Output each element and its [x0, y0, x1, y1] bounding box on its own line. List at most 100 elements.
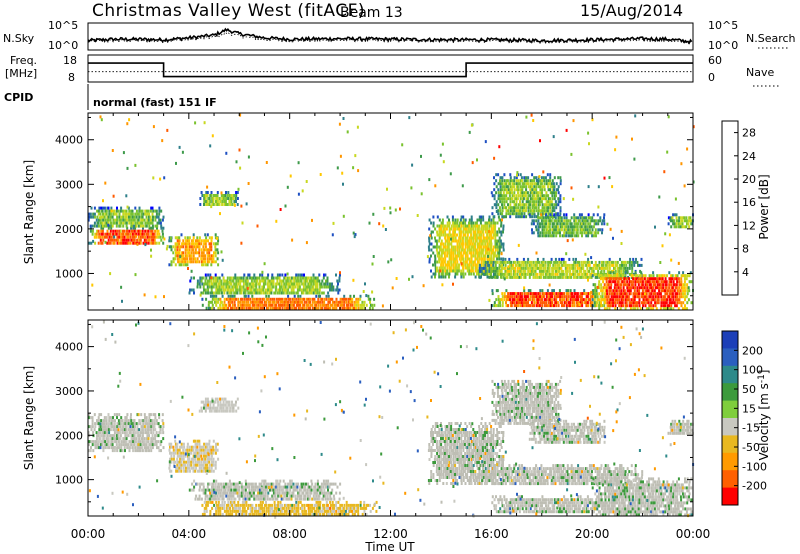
echo-cell	[151, 443, 154, 447]
echo-cell	[673, 219, 676, 223]
echo-cell	[595, 304, 598, 308]
echo-cell	[524, 275, 527, 279]
echo-cell	[630, 301, 633, 305]
echo-cell	[587, 213, 590, 217]
echo-cell	[498, 269, 501, 273]
echo-cell	[612, 277, 615, 281]
echo-cell	[103, 215, 106, 219]
echo-cell	[503, 200, 506, 204]
echo-cell	[196, 463, 199, 467]
echo-cell	[474, 227, 477, 231]
echo-cell	[170, 245, 173, 249]
echo-cell	[391, 286, 394, 290]
echo-cell	[442, 233, 445, 237]
echo-cell	[306, 279, 309, 283]
echo-cell	[686, 292, 689, 296]
echo-cell	[478, 248, 481, 252]
echo-cell	[297, 273, 300, 277]
echo-cell	[196, 451, 199, 455]
echo-cell	[583, 292, 586, 296]
echo-cell	[125, 422, 128, 426]
echo-cell	[154, 209, 157, 213]
echo-cell	[219, 397, 222, 401]
echo-cell	[529, 269, 532, 273]
echo-cell	[478, 224, 480, 228]
echo-cell	[513, 191, 516, 195]
echo-cell	[268, 285, 271, 289]
echo-cell	[444, 230, 447, 234]
echo-cell	[240, 279, 243, 283]
echo-cell	[670, 304, 673, 308]
echo-cell	[150, 235, 153, 239]
echo-cell	[479, 221, 482, 225]
echo-cell	[200, 469, 203, 473]
echo-cell	[186, 260, 189, 264]
echo-cell	[206, 285, 209, 289]
echo-cell	[121, 449, 124, 453]
echo-cell	[672, 298, 675, 302]
echo-cell	[170, 454, 173, 458]
echo-cell	[547, 292, 550, 296]
echo-cell	[97, 419, 100, 423]
echo-cell	[530, 260, 533, 264]
echo-cell	[139, 232, 142, 236]
echo-cell	[174, 460, 177, 464]
echo-cell	[108, 419, 111, 423]
echo-cell	[116, 218, 119, 222]
echo-cell	[286, 185, 289, 189]
echo-cell	[136, 218, 139, 222]
echo-cell	[586, 260, 589, 264]
echo-cell	[594, 231, 597, 235]
echo-cell	[235, 194, 238, 197]
echo-cell	[452, 245, 455, 249]
echo-cell	[519, 173, 522, 177]
echo-cell	[272, 285, 275, 289]
echo-cell	[544, 263, 547, 267]
echo-cell	[95, 440, 98, 444]
echo-cell	[124, 443, 127, 447]
echo-cell	[192, 233, 195, 237]
echo-cell	[533, 200, 536, 204]
echo-cell	[553, 231, 556, 235]
echo-cell	[519, 272, 521, 276]
echo-cell	[341, 303, 343, 307]
echo-cell	[545, 179, 548, 183]
echo-cell	[162, 241, 165, 245]
echo-cell	[574, 266, 577, 270]
echo-cell	[416, 214, 419, 217]
echo-cell	[153, 238, 156, 242]
echo-cell	[589, 304, 592, 308]
echo-cell	[208, 457, 211, 461]
echo-cell	[604, 274, 607, 278]
echo-cell	[97, 212, 100, 216]
echo-cell	[450, 257, 453, 261]
echo-cell	[558, 257, 561, 261]
echo-cell	[150, 449, 153, 453]
echo-cell	[573, 234, 576, 238]
echo-cell	[561, 225, 563, 229]
echo-cell	[479, 236, 482, 240]
echo-cell	[667, 115, 670, 119]
echo-cell	[645, 292, 648, 296]
echo-cell	[110, 226, 113, 230]
echo-cell	[450, 224, 453, 228]
echo-cell	[353, 294, 355, 298]
echo-cell	[89, 416, 92, 420]
echo-cell	[519, 194, 522, 198]
echo-cell	[157, 229, 160, 233]
echo-cell	[558, 228, 561, 232]
echo-cell	[150, 437, 153, 441]
echo-cell	[636, 280, 639, 284]
echo-cell	[112, 416, 114, 420]
echo-cell	[531, 266, 534, 270]
echo-cell	[279, 279, 282, 283]
echo-cell	[534, 269, 537, 273]
echo-cell	[156, 224, 159, 228]
echo-cell	[618, 298, 621, 302]
echo-cell	[240, 276, 243, 280]
echo-cell	[680, 219, 683, 223]
echo-cell	[538, 275, 541, 279]
echo-cell	[619, 307, 622, 311]
echo-cell	[479, 230, 482, 234]
echo-cell	[533, 298, 535, 302]
